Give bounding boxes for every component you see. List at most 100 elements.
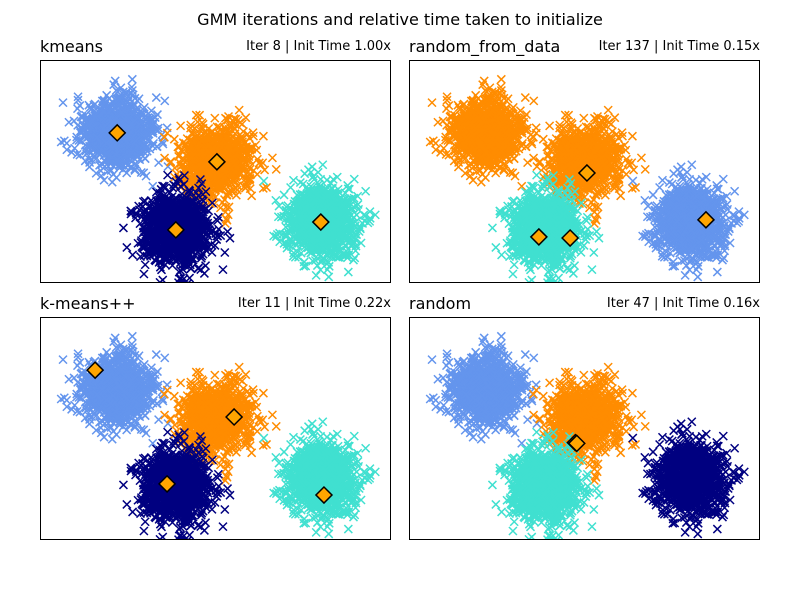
data-point <box>131 107 141 117</box>
data-point <box>113 87 123 97</box>
data-point <box>245 174 255 184</box>
data-point <box>141 131 151 141</box>
data-point <box>322 265 332 275</box>
data-point <box>258 131 268 141</box>
data-point <box>214 140 224 150</box>
data-point <box>206 171 216 181</box>
data-point <box>105 141 115 151</box>
data-point <box>169 180 179 190</box>
data-point <box>122 136 132 146</box>
data-point <box>122 242 132 252</box>
data-point <box>212 216 223 226</box>
data-point <box>174 150 184 160</box>
data-point <box>92 132 102 142</box>
data-point <box>193 263 204 273</box>
data-point <box>139 168 149 178</box>
data-point <box>105 151 115 161</box>
subplot-subtitle: Iter 137 | Init Time 0.15x <box>598 39 760 54</box>
data-point <box>56 137 66 147</box>
data-point <box>194 183 204 193</box>
data-point <box>226 134 237 144</box>
data-point <box>160 96 170 106</box>
data-point <box>118 223 128 233</box>
data-point <box>247 191 257 201</box>
data-point <box>230 138 240 149</box>
data-point <box>190 123 200 133</box>
data-point <box>176 161 186 171</box>
data-point <box>361 186 371 196</box>
data-point <box>222 215 232 225</box>
data-point <box>110 101 120 111</box>
plot-area <box>56 74 380 283</box>
data-point <box>223 115 233 125</box>
data-point <box>199 160 209 170</box>
data-point <box>318 160 328 170</box>
data-point <box>210 113 220 123</box>
data-point <box>187 153 197 163</box>
data-point <box>176 159 186 169</box>
data-point <box>138 141 148 151</box>
data-point <box>223 227 233 237</box>
data-point <box>159 132 169 142</box>
data-point <box>179 274 189 283</box>
data-point <box>226 120 236 131</box>
data-point <box>225 233 235 243</box>
data-point <box>127 74 137 84</box>
data-point <box>207 247 217 257</box>
data-point <box>140 154 150 164</box>
data-point <box>88 115 98 125</box>
data-point <box>343 267 353 277</box>
data-point <box>142 123 152 133</box>
data-point <box>220 138 230 148</box>
data-point <box>73 92 83 102</box>
data-point <box>311 270 321 280</box>
subplot-title: random_from_data <box>409 37 561 56</box>
data-point <box>131 136 141 146</box>
data-point <box>127 82 137 92</box>
data-point <box>62 145 72 155</box>
data-point <box>176 121 186 131</box>
data-point <box>529 96 539 106</box>
data-point <box>182 279 192 283</box>
data-point <box>133 112 143 122</box>
data-point <box>76 112 86 122</box>
data-point <box>221 127 231 137</box>
data-point <box>105 113 115 123</box>
data-point <box>126 119 136 129</box>
data-point <box>85 120 95 130</box>
data-point <box>121 115 131 125</box>
data-point <box>153 123 163 133</box>
data-point <box>174 151 184 161</box>
data-point <box>239 155 249 165</box>
data-point <box>72 149 82 159</box>
data-point <box>67 147 77 157</box>
data-point <box>104 94 114 104</box>
data-point <box>84 162 94 172</box>
data-point <box>223 145 233 155</box>
data-point <box>107 177 117 187</box>
data-point <box>168 183 178 193</box>
data-point <box>73 95 83 105</box>
data-point <box>298 179 308 189</box>
data-point <box>258 183 268 193</box>
data-point <box>82 149 92 159</box>
data-point <box>136 167 146 178</box>
data-point <box>220 247 230 258</box>
data-point <box>252 154 262 164</box>
data-point <box>166 157 176 167</box>
data-point <box>123 146 133 156</box>
data-point <box>520 93 530 103</box>
data-point <box>70 143 80 153</box>
data-point <box>192 160 202 170</box>
subplot-random-from-data: random_from_data Iter 137 | Init Time 0.… <box>409 37 760 283</box>
data-point <box>81 146 91 156</box>
data-point <box>468 175 478 185</box>
data-point <box>123 96 133 107</box>
data-point <box>237 137 248 147</box>
data-point <box>191 110 201 120</box>
data-point <box>509 154 519 164</box>
data-point <box>134 94 144 104</box>
data-point <box>198 123 208 133</box>
data-point <box>288 175 299 185</box>
data-point <box>100 157 111 167</box>
